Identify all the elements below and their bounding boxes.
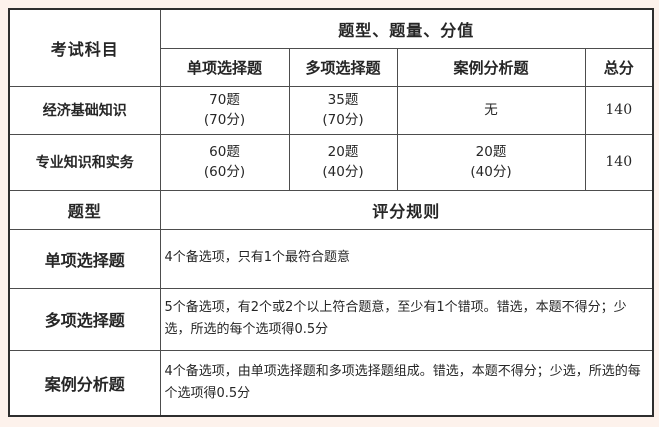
table-row-case-analysis-rule: 案例分析题 4个备选项，由单项选择题和多项选择题组成。错选，本题不得分；少选，所… (8, 349, 654, 417)
table-row-multi-choice-rule: 多项选择题 5个备选项，有2个或2个以上符合题意，至少有1个错项。错选，本题不得… (8, 287, 654, 351)
exam-info-table-container: 考试科目 题型、题量、分值 单项选择题 多项选择题 案例分析题 总分 经济基础知… (8, 8, 655, 417)
column-header-question-type: 题型 (8, 189, 161, 230)
table-row-economics-basics: 经济基础知识 70题 (70分) 35题 (70分) 无 140 (8, 85, 654, 135)
column-header-total-score: 总分 (584, 47, 654, 87)
column-header-single-choice: 单项选择题 (159, 47, 290, 87)
total-score-value: 140 (584, 133, 654, 191)
header-row-scoring: 题型 评分规则 (8, 189, 654, 230)
group-header-type-quantity-score: 题型、题量、分值 (159, 8, 654, 49)
scoring-rule-text: 4个备选项，由单项选择题和多项选择题组成。错选，本题不得分；少选，所选的每个选项… (159, 349, 654, 417)
column-header-scoring-rules: 评分规则 (159, 189, 654, 230)
header-row-types: 单项选择题 多项选择题 案例分析题 总分 (9, 47, 654, 87)
header-row-group: 考试科目 题型、题量、分值 (8, 8, 654, 87)
column-header-case-analysis: 案例分析题 (396, 47, 586, 87)
question-type-label: 多项选择题 (8, 287, 161, 351)
table-row-professional-practice: 专业知识和实务 60题 (60分) 20题 (40分) 20题 (40分) 14… (8, 133, 654, 191)
scoring-rule-text: 4个备选项，只有1个最符合题意 (159, 228, 654, 289)
single-choice-count: 60题 (60分) (159, 133, 290, 191)
table-row-single-choice-rule: 单项选择题 4个备选项，只有1个最符合题意 (8, 228, 654, 289)
multi-choice-count: 20题 (40分) (288, 133, 398, 191)
corner-header-exam-subject: 考试科目 (8, 8, 161, 87)
scoring-rule-text: 5个备选项，有2个或2个以上符合题意，至少有1个错项。错选，本题不得分；少选，所… (159, 287, 654, 351)
question-type-label: 单项选择题 (8, 228, 161, 289)
total-score-value: 140 (584, 85, 654, 135)
column-header-multi-choice: 多项选择题 (288, 47, 398, 87)
subject-name: 经济基础知识 (8, 85, 161, 135)
exam-info-table: 考试科目 题型、题量、分值 单项选择题 多项选择题 案例分析题 总分 经济基础知… (8, 8, 655, 417)
subject-name: 专业知识和实务 (8, 133, 161, 191)
case-analysis-count: 无 (396, 85, 586, 135)
case-analysis-count: 20题 (40分) (396, 133, 586, 191)
multi-choice-count: 35题 (70分) (288, 85, 398, 135)
question-type-label: 案例分析题 (8, 349, 161, 417)
single-choice-count: 70题 (70分) (159, 85, 290, 135)
